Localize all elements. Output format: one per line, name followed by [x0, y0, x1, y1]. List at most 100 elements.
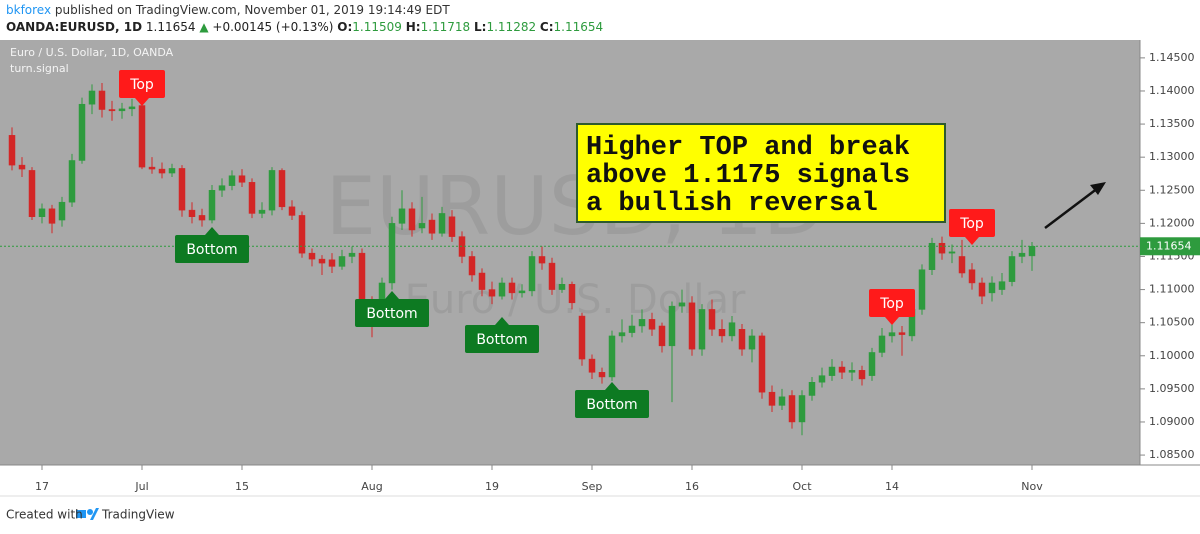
signal-pointer: [495, 317, 509, 325]
candle-body: [938, 242, 946, 254]
change: +0.00145 (+0.13%): [212, 20, 333, 34]
y-tick-label: 1.11000: [1149, 283, 1195, 296]
candle-body: [568, 284, 576, 304]
candle-body: [208, 190, 216, 221]
candle-body: [638, 319, 646, 327]
y-tick-label: 1.13000: [1149, 150, 1195, 163]
y-tick-label: 1.09000: [1149, 415, 1195, 428]
annotation-text: Higher TOP and break: [586, 133, 910, 163]
header-line: bkforex published on TradingView.com, No…: [6, 3, 450, 17]
y-tick-label: 1.13500: [1149, 117, 1195, 130]
candle-body: [578, 315, 586, 360]
candle-body: [518, 290, 526, 294]
ohlc-value: 1.11718: [421, 20, 471, 34]
candle-body: [18, 164, 26, 170]
candle-body: [538, 256, 546, 264]
signal-label: Bottom: [186, 242, 237, 258]
candle-body: [918, 269, 926, 310]
signal-box: [175, 235, 249, 263]
candle-body: [798, 395, 806, 423]
y-tick-label: 1.09500: [1149, 382, 1195, 395]
signal-label: Top: [959, 216, 984, 232]
author[interactable]: bkforex: [6, 3, 51, 17]
x-tick-label: 15: [235, 480, 249, 493]
ohlc-value: 1.11654: [554, 20, 604, 34]
candle-body: [718, 329, 726, 337]
candle-body: [138, 105, 146, 168]
candle-body: [248, 182, 256, 214]
indicator-name: turn.signal: [10, 62, 69, 75]
signal-box: [355, 299, 429, 327]
candle-body: [298, 215, 306, 254]
candle-body: [748, 335, 756, 350]
candle-body: [408, 208, 416, 231]
candle-body: [258, 209, 266, 214]
candle-body: [88, 90, 96, 105]
candle-body: [728, 322, 736, 337]
x-tick-label: Sep: [582, 480, 603, 493]
candle-body: [888, 332, 896, 337]
change-arrow: ▲: [199, 20, 209, 34]
candle-body: [68, 160, 76, 203]
logo-part: [76, 510, 86, 518]
candle-body: [488, 289, 496, 297]
candle-body: [558, 284, 566, 290]
ohlc-label: H:: [406, 20, 421, 34]
x-tick-label: Aug: [361, 480, 382, 493]
candle-body: [828, 366, 836, 376]
candle-body: [98, 90, 106, 110]
signal-pointer: [885, 317, 899, 325]
candle-body: [688, 302, 696, 350]
candle-body: [658, 325, 666, 347]
candle-body: [278, 170, 286, 208]
candle-body: [168, 168, 176, 174]
candle-body: [78, 103, 86, 161]
y-tick-label: 1.08500: [1149, 448, 1195, 461]
signal-box: [869, 289, 915, 317]
candle-body: [708, 309, 716, 330]
candle-body: [618, 332, 626, 337]
candle-body: [698, 309, 706, 350]
candle-body: [1028, 246, 1036, 257]
signal-box: [119, 70, 165, 98]
candle-body: [238, 175, 246, 183]
candle-body: [608, 335, 616, 378]
y-tick-label: 1.10000: [1149, 349, 1195, 362]
ohlc-label: C:: [540, 20, 554, 34]
candle-body: [968, 269, 976, 284]
signal-label: Top: [129, 77, 154, 93]
candle-body: [998, 281, 1006, 290]
candle-body: [768, 391, 776, 406]
candle-body: [668, 305, 676, 347]
y-tick-label: 1.10500: [1149, 316, 1195, 329]
candle-body: [588, 358, 596, 373]
candle-body: [268, 170, 276, 211]
candle-body: [848, 370, 856, 373]
candle-body: [418, 223, 426, 229]
ohlc-label: L:: [474, 20, 486, 34]
signal-label: Top: [879, 296, 904, 312]
candle-body: [1018, 252, 1026, 257]
candle-body: [108, 109, 116, 112]
footer-brand[interactable]: TradingView: [101, 508, 175, 522]
candle-body: [758, 335, 766, 393]
signal-pointer: [135, 98, 149, 106]
x-tick-label: 16: [685, 480, 699, 493]
candle-body: [548, 262, 556, 290]
logo-part: [90, 508, 99, 520]
candle-body: [808, 382, 816, 396]
candle-body: [128, 106, 136, 110]
x-tick-label: Oct: [792, 480, 812, 493]
last-price-tag: [1140, 237, 1200, 256]
signal-label: Bottom: [476, 332, 527, 348]
candle-body: [508, 282, 516, 294]
candle-body: [778, 396, 786, 406]
signal-pointer: [205, 227, 219, 235]
candle-body: [648, 319, 656, 330]
arrow: [1044, 187, 1099, 229]
signal-box: [465, 325, 539, 353]
x-tick-label: 19: [485, 480, 499, 493]
candle-body: [868, 352, 876, 376]
